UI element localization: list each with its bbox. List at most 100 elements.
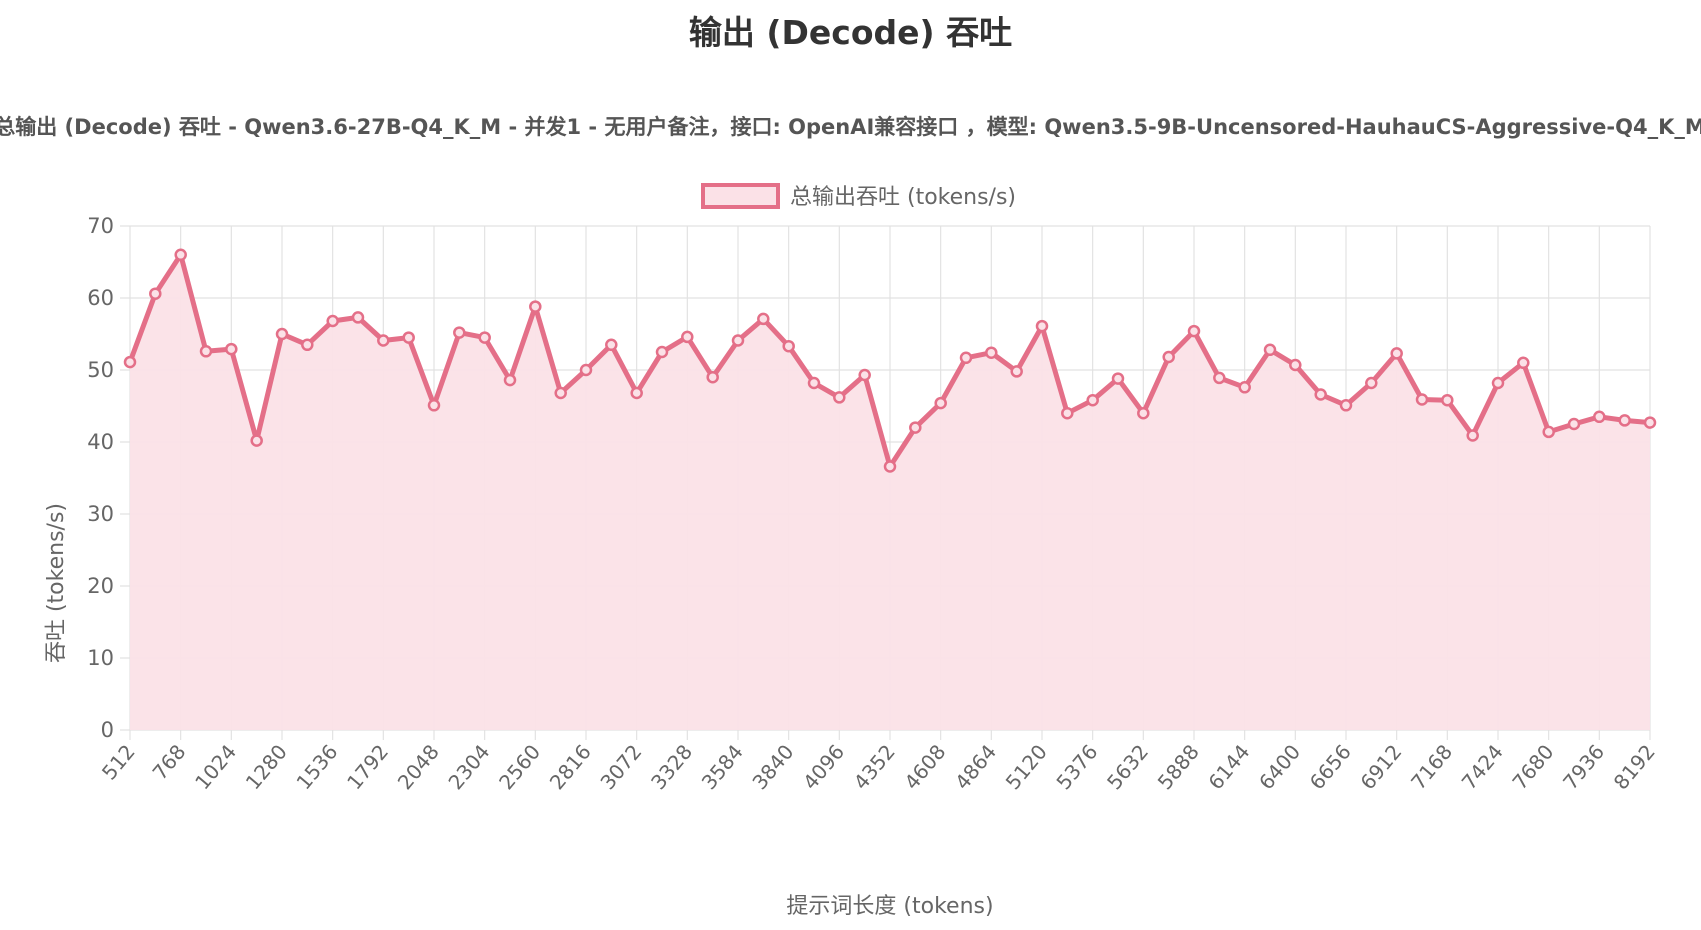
data-point[interactable] xyxy=(681,330,694,344)
data-point[interactable] xyxy=(1162,350,1175,364)
y-tick-label: 0 xyxy=(101,718,114,742)
data-point[interactable] xyxy=(706,370,719,384)
y-axis-ticks: 0 10 20 30 40 50 60 70 xyxy=(87,214,114,742)
data-point[interactable] xyxy=(1314,388,1327,401)
data-point[interactable] xyxy=(1187,324,1201,338)
data-point[interactable] xyxy=(1466,429,1479,442)
data-point[interactable] xyxy=(301,338,314,352)
data-point[interactable] xyxy=(174,248,187,262)
x-tick-label: 4608 xyxy=(899,740,950,794)
data-point[interactable] xyxy=(1339,399,1353,412)
data-point[interactable] xyxy=(934,396,947,410)
data-point[interactable] xyxy=(833,391,846,404)
x-tick-label: 1280 xyxy=(241,740,292,794)
data-point[interactable] xyxy=(225,342,238,356)
x-tick-label: 3072 xyxy=(595,740,646,794)
y-tick-label: 50 xyxy=(87,358,114,382)
x-tick-label: 3840 xyxy=(747,740,798,794)
data-point[interactable] xyxy=(149,287,162,300)
x-tick-label: 7424 xyxy=(1457,740,1508,794)
x-tick-label: 7936 xyxy=(1558,740,1609,794)
x-tick-label: 3584 xyxy=(697,740,748,794)
data-point[interactable] xyxy=(554,386,567,400)
data-point[interactable] xyxy=(377,334,390,347)
series-area-fill xyxy=(130,254,1650,731)
data-point[interactable] xyxy=(402,331,415,344)
data-point[interactable] xyxy=(858,368,871,382)
data-point[interactable] xyxy=(807,376,821,390)
data-point[interactable] xyxy=(351,311,365,324)
data-point[interactable] xyxy=(275,327,289,341)
data-point[interactable] xyxy=(1111,372,1125,385)
x-tick-label: 4352 xyxy=(849,740,900,794)
data-point[interactable] xyxy=(1593,410,1606,424)
x-tick-label: 1536 xyxy=(291,740,342,794)
x-tick-label: 8192 xyxy=(1609,740,1660,794)
data-point[interactable] xyxy=(199,345,213,358)
data-point[interactable] xyxy=(1137,406,1150,420)
chart-svg: 总输出 (Decode) 吞吐 - Qwen3.6-27B-Q4_K_M - 并… xyxy=(0,115,1701,919)
x-axis-title: 提示词长度 (tokens) xyxy=(786,894,993,919)
y-tick-label: 70 xyxy=(87,214,114,238)
data-point[interactable] xyxy=(1263,343,1277,357)
data-point[interactable] xyxy=(909,421,922,434)
data-point[interactable] xyxy=(1035,319,1049,333)
data-point[interactable] xyxy=(655,345,669,359)
data-point[interactable] xyxy=(453,326,466,339)
data-point[interactable] xyxy=(1441,393,1454,407)
data-point[interactable] xyxy=(1491,376,1505,390)
y-tick-label: 10 xyxy=(87,646,114,670)
x-tick-label: 2560 xyxy=(494,740,545,794)
x-tick-label: 6144 xyxy=(1203,740,1254,794)
data-point[interactable] xyxy=(1365,376,1378,390)
data-point[interactable] xyxy=(579,363,593,377)
x-tick-label: 6656 xyxy=(1305,740,1356,794)
data-point[interactable] xyxy=(1618,414,1631,427)
data-point[interactable] xyxy=(959,351,973,365)
data-point[interactable] xyxy=(1061,406,1074,420)
legend-label: 总输出吞吐 (tokens/s) xyxy=(790,185,1016,210)
data-point[interactable] xyxy=(782,339,795,353)
data-point[interactable] xyxy=(1010,365,1023,378)
x-tick-label: 7680 xyxy=(1507,740,1558,794)
x-tick-label: 5888 xyxy=(1153,740,1204,794)
data-point[interactable] xyxy=(883,460,897,473)
data-point[interactable] xyxy=(529,300,542,313)
data-point[interactable] xyxy=(326,314,339,328)
x-tick-label: 6912 xyxy=(1355,740,1406,794)
data-point[interactable] xyxy=(250,434,263,447)
x-tick-label: 1792 xyxy=(342,740,393,794)
y-tick-label: 20 xyxy=(87,574,114,598)
data-point[interactable] xyxy=(1213,371,1226,385)
data-point[interactable] xyxy=(1643,416,1657,429)
x-tick-label: 2816 xyxy=(545,740,596,794)
x-tick-label: 5632 xyxy=(1102,740,1153,794)
chart-title: 总输出 (Decode) 吞吐 - Qwen3.6-27B-Q4_K_M - 并… xyxy=(0,115,1701,139)
data-point[interactable] xyxy=(123,355,137,369)
x-tick-label: 4096 xyxy=(798,740,849,794)
data-point[interactable] xyxy=(1415,393,1429,406)
data-point[interactable] xyxy=(985,346,998,359)
x-tick-label: 7168 xyxy=(1406,740,1457,794)
data-point[interactable] xyxy=(1238,381,1251,394)
legend[interactable]: 总输出吞吐 (tokens/s) xyxy=(701,183,1016,210)
x-tick-label: 512 xyxy=(97,740,140,785)
data-point[interactable] xyxy=(1567,417,1581,431)
data-point[interactable] xyxy=(757,312,770,326)
data-point[interactable] xyxy=(731,334,745,347)
y-tick-label: 60 xyxy=(87,286,114,310)
data-point[interactable] xyxy=(503,373,517,387)
data-point[interactable] xyxy=(630,386,643,400)
data-point[interactable] xyxy=(1086,393,1099,407)
data-point[interactable] xyxy=(478,331,491,344)
page-title: 输出 (Decode) 吞吐 xyxy=(688,13,1013,52)
data-point[interactable] xyxy=(605,338,618,352)
data-point[interactable] xyxy=(1289,358,1302,372)
data-point[interactable] xyxy=(1542,425,1555,439)
x-tick-label: 6400 xyxy=(1254,740,1305,794)
data-point[interactable] xyxy=(1517,356,1530,370)
x-tick-label: 5120 xyxy=(1001,740,1052,794)
data-point[interactable] xyxy=(1390,347,1403,360)
x-tick-label: 4864 xyxy=(950,740,1001,794)
data-point[interactable] xyxy=(427,399,441,412)
